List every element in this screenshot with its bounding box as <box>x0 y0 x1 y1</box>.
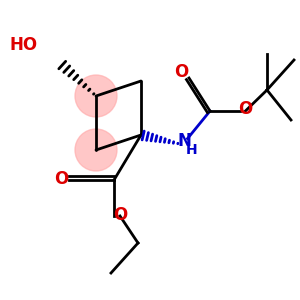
Circle shape <box>75 129 117 171</box>
Text: H: H <box>186 143 197 157</box>
Text: HO: HO <box>10 36 38 54</box>
Text: O: O <box>113 206 127 224</box>
Text: N: N <box>178 132 191 150</box>
Text: O: O <box>238 100 253 118</box>
Text: O: O <box>174 63 189 81</box>
Circle shape <box>75 75 117 117</box>
Text: O: O <box>54 169 69 188</box>
